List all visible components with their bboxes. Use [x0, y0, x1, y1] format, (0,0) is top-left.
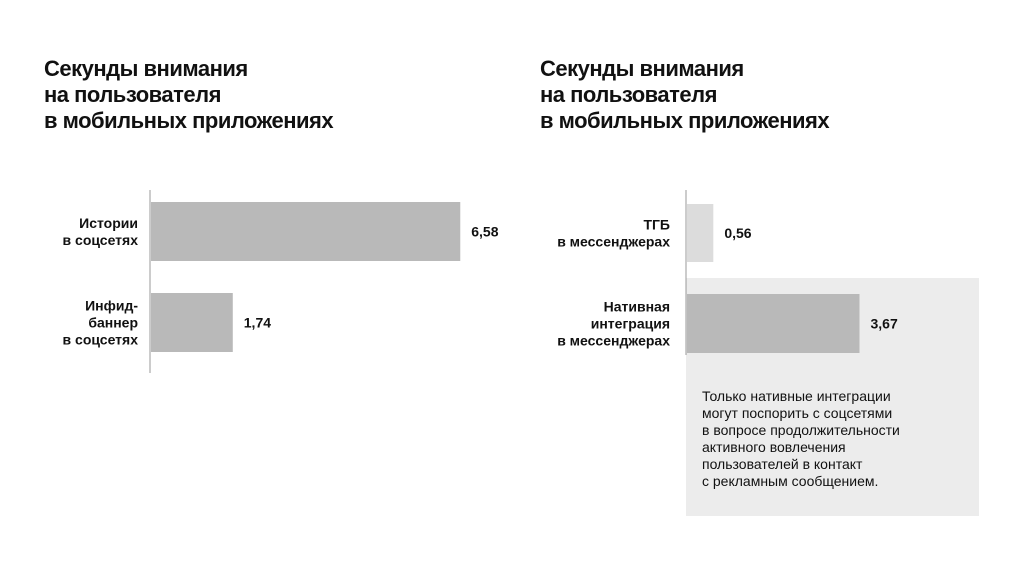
- chart-title: Секунды внимания: [540, 56, 744, 81]
- annotation: Только нативные интеграции: [702, 388, 891, 404]
- value-label: 0,56: [724, 225, 751, 241]
- bar: [687, 204, 714, 262]
- bar: [151, 202, 461, 261]
- bar: [151, 293, 233, 352]
- value-label: 3,67: [870, 316, 897, 332]
- annotation: пользователей в контакт: [702, 456, 863, 472]
- category-label: в мессенджерах: [557, 333, 670, 349]
- chart-title: на пользователя: [44, 82, 221, 107]
- category-label: баннер: [88, 315, 138, 331]
- value-label: 6,58: [471, 224, 498, 240]
- annotation: с рекламным сообщением.: [702, 473, 878, 489]
- category-label: ТГБ: [643, 217, 670, 233]
- category-label: Инфид-: [85, 298, 138, 314]
- category-label: в соцсетях: [63, 332, 139, 348]
- category-label: в мессенджерах: [557, 234, 670, 250]
- bar: [687, 294, 860, 353]
- chart-title: на пользователя: [540, 82, 717, 107]
- annotation: могут поспорить с соцсетями: [702, 405, 892, 421]
- category-label: в соцсетях: [63, 232, 139, 248]
- chart-title: в мобильных приложениях: [44, 108, 334, 133]
- annotation: в вопросе продолжительности: [702, 422, 900, 438]
- annotation: активного вовлечения: [702, 439, 846, 455]
- chart-title: в мобильных приложениях: [540, 108, 830, 133]
- chart-title: Секунды внимания: [44, 56, 248, 81]
- category-label: интеграция: [591, 316, 670, 332]
- category-label: Истории: [79, 215, 138, 231]
- category-label: Нативная: [604, 299, 670, 315]
- value-label: 1,74: [244, 315, 271, 331]
